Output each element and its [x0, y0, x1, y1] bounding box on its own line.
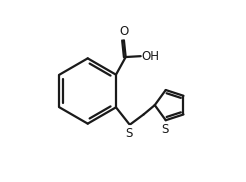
Text: O: O — [119, 25, 129, 38]
Text: S: S — [161, 123, 169, 136]
Text: OH: OH — [141, 50, 160, 63]
Text: S: S — [125, 127, 133, 140]
